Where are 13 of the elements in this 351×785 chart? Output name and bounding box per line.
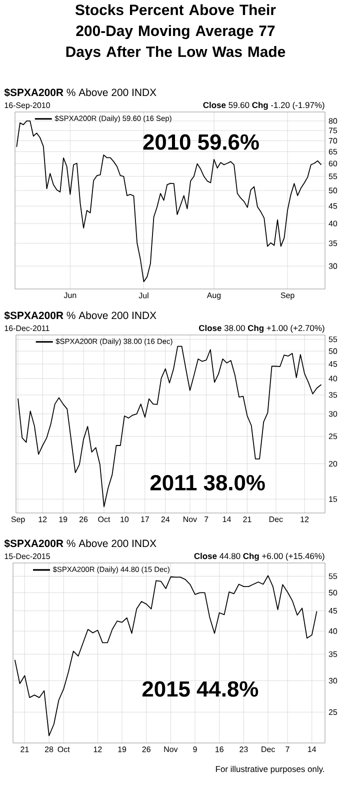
- annotation: 2010 59.6%: [143, 134, 259, 150]
- text: Close 44.80 Chg +6.00 (+15.46%): [194, 552, 324, 561]
- text: Stocks Percent Above Their 200-Day Moving Average 77 Days After The Low Was Made: [66, 4, 286, 60]
- text: Close 59.60 Chg -1.20 (-1.97%): [203, 102, 324, 110]
- annotation: 2015 44.8%: [142, 681, 258, 697]
- chart-title: $SPXA200R % Above 200 INDX: [4, 88, 156, 97]
- line-series: [18, 346, 322, 508]
- text: Close 38.00 Chg +1.00 (+2.70%): [198, 324, 324, 333]
- chart-title: $SPXA200R % Above 200 INDX: [4, 539, 156, 548]
- text: For illustrative purposes only.: [216, 766, 324, 774]
- line-series: [14, 575, 318, 736]
- chart-title: $SPXA200R % Above 200 INDX: [4, 311, 156, 320]
- annotation: 2011 38.0%: [150, 474, 265, 491]
